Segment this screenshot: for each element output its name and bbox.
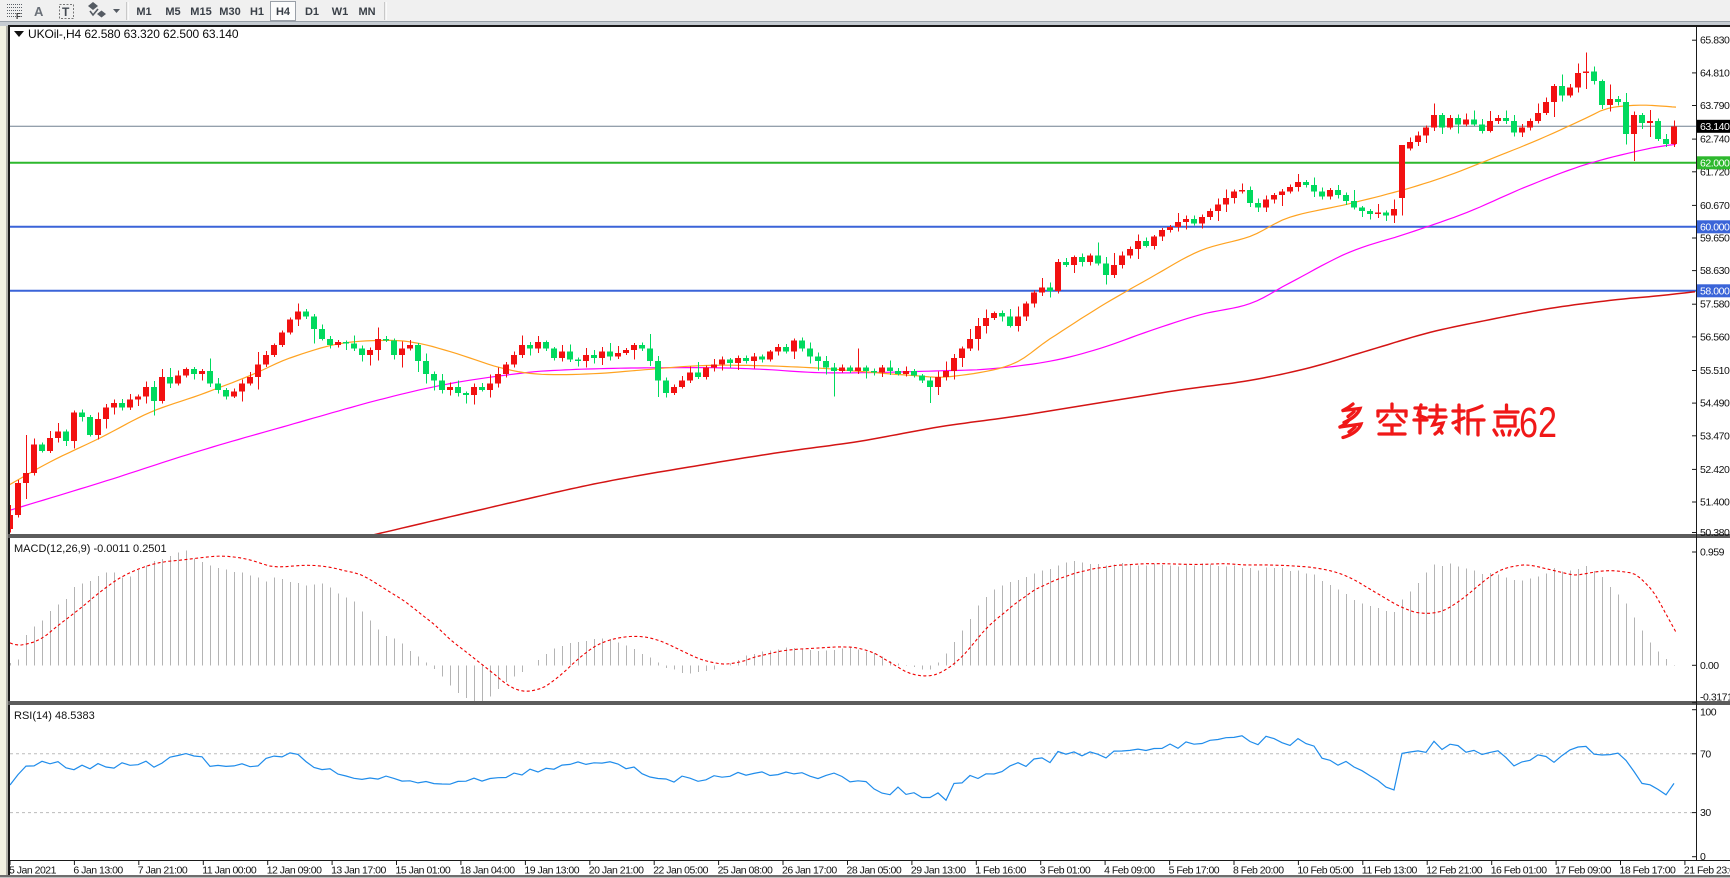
svg-text:17 Feb 09:00: 17 Feb 09:00 — [1555, 865, 1612, 877]
svg-text:15 Jan 01:00: 15 Jan 01:00 — [396, 865, 451, 877]
svg-text:M30: M30 — [219, 6, 240, 18]
svg-text:T: T — [62, 5, 70, 19]
svg-text:29 Jan 13:00: 29 Jan 13:00 — [911, 865, 966, 877]
svg-text:-0.3171: -0.3171 — [1700, 692, 1730, 704]
svg-text:56.560: 56.560 — [1700, 331, 1730, 343]
svg-text:11 Feb 13:00: 11 Feb 13:00 — [1362, 865, 1418, 877]
svg-text:58.630: 58.630 — [1700, 265, 1730, 277]
svg-text:12 Feb 21:00: 12 Feb 21:00 — [1426, 865, 1483, 877]
svg-text:M1: M1 — [136, 6, 151, 18]
svg-text:30: 30 — [1700, 807, 1711, 819]
svg-text:63.140: 63.140 — [1700, 121, 1730, 133]
svg-text:62.000: 62.000 — [1700, 157, 1730, 169]
svg-text:5 Feb 17:00: 5 Feb 17:00 — [1169, 865, 1220, 877]
svg-text:13 Jan 17:00: 13 Jan 17:00 — [331, 865, 386, 877]
svg-text:63.790: 63.790 — [1700, 100, 1730, 112]
svg-text:RSI(14) 48.5383: RSI(14) 48.5383 — [14, 710, 95, 722]
svg-text:65.830: 65.830 — [1700, 35, 1730, 47]
svg-text:H1: H1 — [250, 6, 264, 18]
svg-text:F: F — [16, 12, 21, 21]
svg-text:28 Jan 05:00: 28 Jan 05:00 — [847, 865, 902, 877]
svg-text:12 Jan 09:00: 12 Jan 09:00 — [267, 865, 322, 877]
svg-text:100: 100 — [1700, 707, 1717, 719]
svg-text:0.959: 0.959 — [1700, 547, 1725, 559]
svg-text:62.740: 62.740 — [1700, 134, 1730, 146]
svg-text:M5: M5 — [165, 6, 180, 18]
svg-text:62: 62 — [1519, 399, 1557, 447]
svg-text:60.670: 60.670 — [1700, 200, 1730, 212]
svg-text:51.400: 51.400 — [1700, 497, 1730, 509]
svg-text:58.000: 58.000 — [1700, 285, 1730, 297]
svg-text:26 Jan 17:00: 26 Jan 17:00 — [782, 865, 837, 877]
svg-text:MACD(12,26,9) -0.0011 0.2501: MACD(12,26,9) -0.0011 0.2501 — [14, 543, 167, 555]
svg-text:1 Feb 16:00: 1 Feb 16:00 — [975, 865, 1026, 877]
svg-text:A: A — [34, 4, 44, 19]
svg-text:7 Jan 21:00: 7 Jan 21:00 — [138, 865, 188, 877]
svg-text:19 Jan 13:00: 19 Jan 13:00 — [524, 865, 579, 877]
svg-text:MN: MN — [358, 6, 375, 18]
svg-text:20 Jan 21:00: 20 Jan 21:00 — [589, 865, 644, 877]
svg-text:52.420: 52.420 — [1700, 464, 1730, 476]
svg-text:H4: H4 — [276, 6, 291, 18]
svg-text:55.510: 55.510 — [1700, 365, 1730, 377]
svg-text:6 Jan 13:00: 6 Jan 13:00 — [73, 865, 123, 877]
svg-text:4 Feb 09:00: 4 Feb 09:00 — [1104, 865, 1155, 877]
svg-text:18 Feb 17:00: 18 Feb 17:00 — [1620, 865, 1677, 877]
svg-text:8 Feb 20:00: 8 Feb 20:00 — [1233, 865, 1284, 877]
svg-text:D1: D1 — [305, 6, 319, 18]
svg-text:60.000: 60.000 — [1700, 221, 1730, 233]
svg-text:5 Jan 2021: 5 Jan 2021 — [9, 865, 57, 877]
svg-text:0.00: 0.00 — [1700, 660, 1719, 672]
svg-text:21 Feb 23:00: 21 Feb 23:00 — [1684, 865, 1730, 877]
svg-text:70: 70 — [1700, 748, 1711, 760]
svg-text:0: 0 — [1700, 851, 1706, 863]
svg-text:3 Feb 01:00: 3 Feb 01:00 — [1040, 865, 1091, 877]
svg-text:11 Jan 00:00: 11 Jan 00:00 — [202, 865, 257, 877]
svg-text:W1: W1 — [332, 6, 349, 18]
svg-text:UKOil-,H4 62.580 63.320 62.50: UKOil-,H4 62.580 63.320 62.500 63.140 — [28, 27, 239, 41]
svg-text:64.810: 64.810 — [1700, 67, 1730, 79]
svg-text:54.490: 54.490 — [1700, 398, 1730, 410]
svg-text:59.650: 59.650 — [1700, 233, 1730, 245]
svg-text:53.470: 53.470 — [1700, 430, 1730, 442]
svg-text:16 Feb 01:00: 16 Feb 01:00 — [1491, 865, 1548, 877]
svg-text:M15: M15 — [190, 6, 211, 18]
svg-text:57.580: 57.580 — [1700, 299, 1730, 311]
svg-text:25 Jan 08:00: 25 Jan 08:00 — [718, 865, 773, 877]
svg-text:18 Jan 04:00: 18 Jan 04:00 — [460, 865, 515, 877]
svg-text:22 Jan 05:00: 22 Jan 05:00 — [653, 865, 708, 877]
svg-text:50.380: 50.380 — [1700, 527, 1730, 539]
svg-text:10 Feb 05:00: 10 Feb 05:00 — [1297, 865, 1354, 877]
